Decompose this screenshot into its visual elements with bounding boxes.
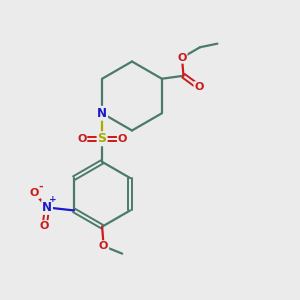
Text: O: O	[99, 241, 108, 251]
Text: N: N	[42, 201, 52, 214]
Text: +: +	[49, 195, 56, 204]
Text: -: -	[38, 182, 43, 191]
Text: N: N	[97, 107, 107, 120]
Text: S: S	[98, 132, 106, 145]
Text: O: O	[30, 188, 39, 198]
Text: O: O	[194, 82, 204, 92]
Text: O: O	[177, 53, 187, 63]
Text: O: O	[40, 221, 50, 231]
Text: O: O	[118, 134, 127, 144]
Text: O: O	[77, 134, 86, 144]
